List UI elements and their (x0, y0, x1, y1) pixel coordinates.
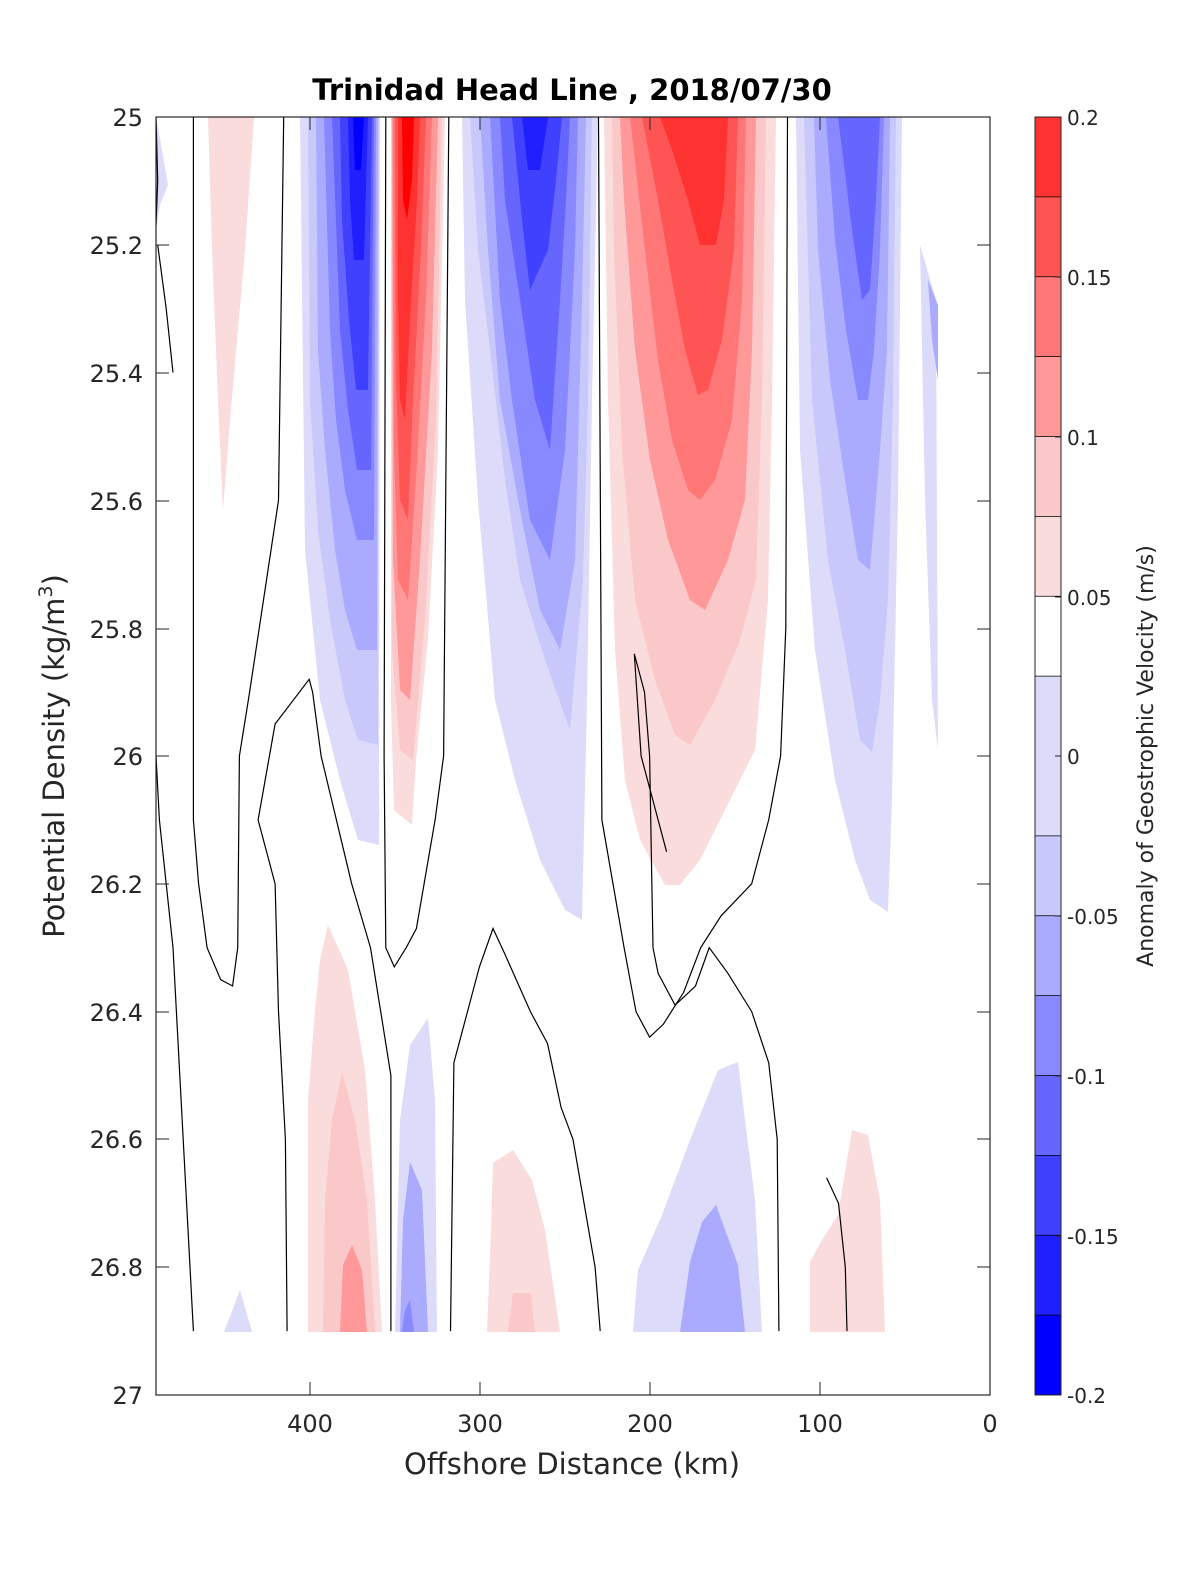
contour-fill (208, 117, 254, 510)
colorbar-segment (1035, 276, 1061, 357)
contour-fill (353, 117, 364, 170)
colorbar-tick-label: 0.15 (1067, 266, 1112, 290)
contour-fill (400, 1162, 428, 1332)
contour-fill-layer (156, 117, 938, 1332)
y-tick-label: 25.4 (90, 360, 143, 388)
zero-contour-lines (156, 117, 848, 1332)
contour-fill (402, 1300, 414, 1332)
zero-contour-line (826, 1177, 848, 1332)
contour-fill (928, 280, 938, 380)
colorbar-tick-label: -0.2 (1067, 1384, 1106, 1408)
contour-fill (487, 1150, 560, 1332)
y-tick-label: 27 (112, 1382, 143, 1410)
zero-contour-line (633, 653, 780, 1332)
y-tick-label: 25.6 (90, 488, 143, 516)
contour-fill (660, 117, 728, 245)
chart-title: Trinidad Head Line , 2018/07/30 (312, 73, 832, 107)
contour-fill (512, 117, 562, 290)
colorbar-tick-label: -0.1 (1067, 1065, 1106, 1089)
colorbar-segment (1035, 995, 1061, 1076)
y-tick-label: 26 (112, 743, 143, 771)
contour-fill (340, 1245, 367, 1332)
colorbar-segment (1035, 1075, 1061, 1156)
x-tick-label: 300 (457, 1410, 503, 1438)
contour-fill (522, 117, 548, 170)
colorbar-tick-label: 0.1 (1067, 426, 1099, 450)
colorbar-tick-label: -0.15 (1067, 1225, 1119, 1249)
x-tick-label: 0 (982, 1410, 997, 1438)
colorbar-segment (1035, 1155, 1061, 1236)
colorbar-segment (1035, 117, 1061, 197)
colorbar-segment (1035, 436, 1061, 517)
x-tick-label: 200 (627, 1410, 673, 1438)
zero-contour-line (449, 926, 601, 1332)
colorbar-ticks: 0.2 0.15 0.1 0.05 0 -0.05 -0.1 -0.15 -0.… (1055, 106, 1119, 1408)
x-tick-label: 100 (797, 1410, 843, 1438)
contour-fill (508, 1293, 535, 1332)
colorbar-segment (1035, 835, 1061, 916)
y-axis: 25 25.2 25.4 25.6 25.8 26 26.2 26.4 26.6… (90, 104, 990, 1410)
contour-fill (224, 1290, 252, 1332)
y-tick-label: 25.2 (90, 232, 143, 260)
contour-fill (920, 245, 938, 750)
colorbar-tick-label: -0.05 (1067, 905, 1119, 929)
colorbar-segment (1035, 516, 1061, 597)
colorbar-segment (1035, 596, 1061, 677)
contour-fill (838, 117, 880, 300)
y-axis-label: Potential Density (kg/m3) (35, 574, 71, 938)
zero-contour-line (156, 755, 194, 1332)
colorbar-tick-label: 0 (1067, 745, 1080, 769)
contour-fill (348, 117, 368, 260)
colorbar-segment (1035, 915, 1061, 996)
y-axis-label-sup: 3 (35, 585, 57, 597)
colorbar-tick-label: 0.2 (1067, 106, 1099, 130)
x-tick-label: 400 (287, 1410, 333, 1438)
y-axis-label-main: Potential Density (kg/m (37, 598, 71, 938)
contour-fill (402, 117, 414, 220)
y-axis-label-close: ) (37, 574, 71, 585)
y-tick-label: 26.2 (90, 871, 143, 899)
colorbar-segment (1035, 356, 1061, 437)
colorbar-segment (1035, 1235, 1061, 1316)
zero-contour-line (597, 117, 789, 1039)
zero-contour-line (383, 117, 450, 969)
y-tick-label: 26.6 (90, 1126, 143, 1154)
zero-contour-line (257, 677, 392, 1332)
y-tick-label: 25 (112, 104, 143, 132)
colorbar-tick-label: 0.05 (1067, 586, 1112, 610)
zero-contour-line (192, 117, 285, 987)
zero-contour-line (157, 244, 174, 373)
y-tick-label: 26.4 (90, 999, 143, 1027)
contour-fill (680, 1205, 745, 1332)
contour-fill (323, 1072, 375, 1332)
colorbar-segment (1035, 1315, 1061, 1396)
contour-fill (810, 1130, 885, 1332)
x-axis: 400 300 200 100 0 (287, 117, 998, 1438)
y-tick-label: 26.8 (90, 1254, 143, 1282)
y-tick-label: 25.8 (90, 616, 143, 644)
colorbar-label: Anomaly of Geostrophic Velocity (m/s) (1134, 545, 1159, 967)
contour-fill (156, 117, 168, 230)
colorbar (1035, 117, 1061, 1396)
colorbar-segment (1035, 196, 1061, 277)
x-axis-label: Offshore Distance (km) (404, 1447, 740, 1481)
